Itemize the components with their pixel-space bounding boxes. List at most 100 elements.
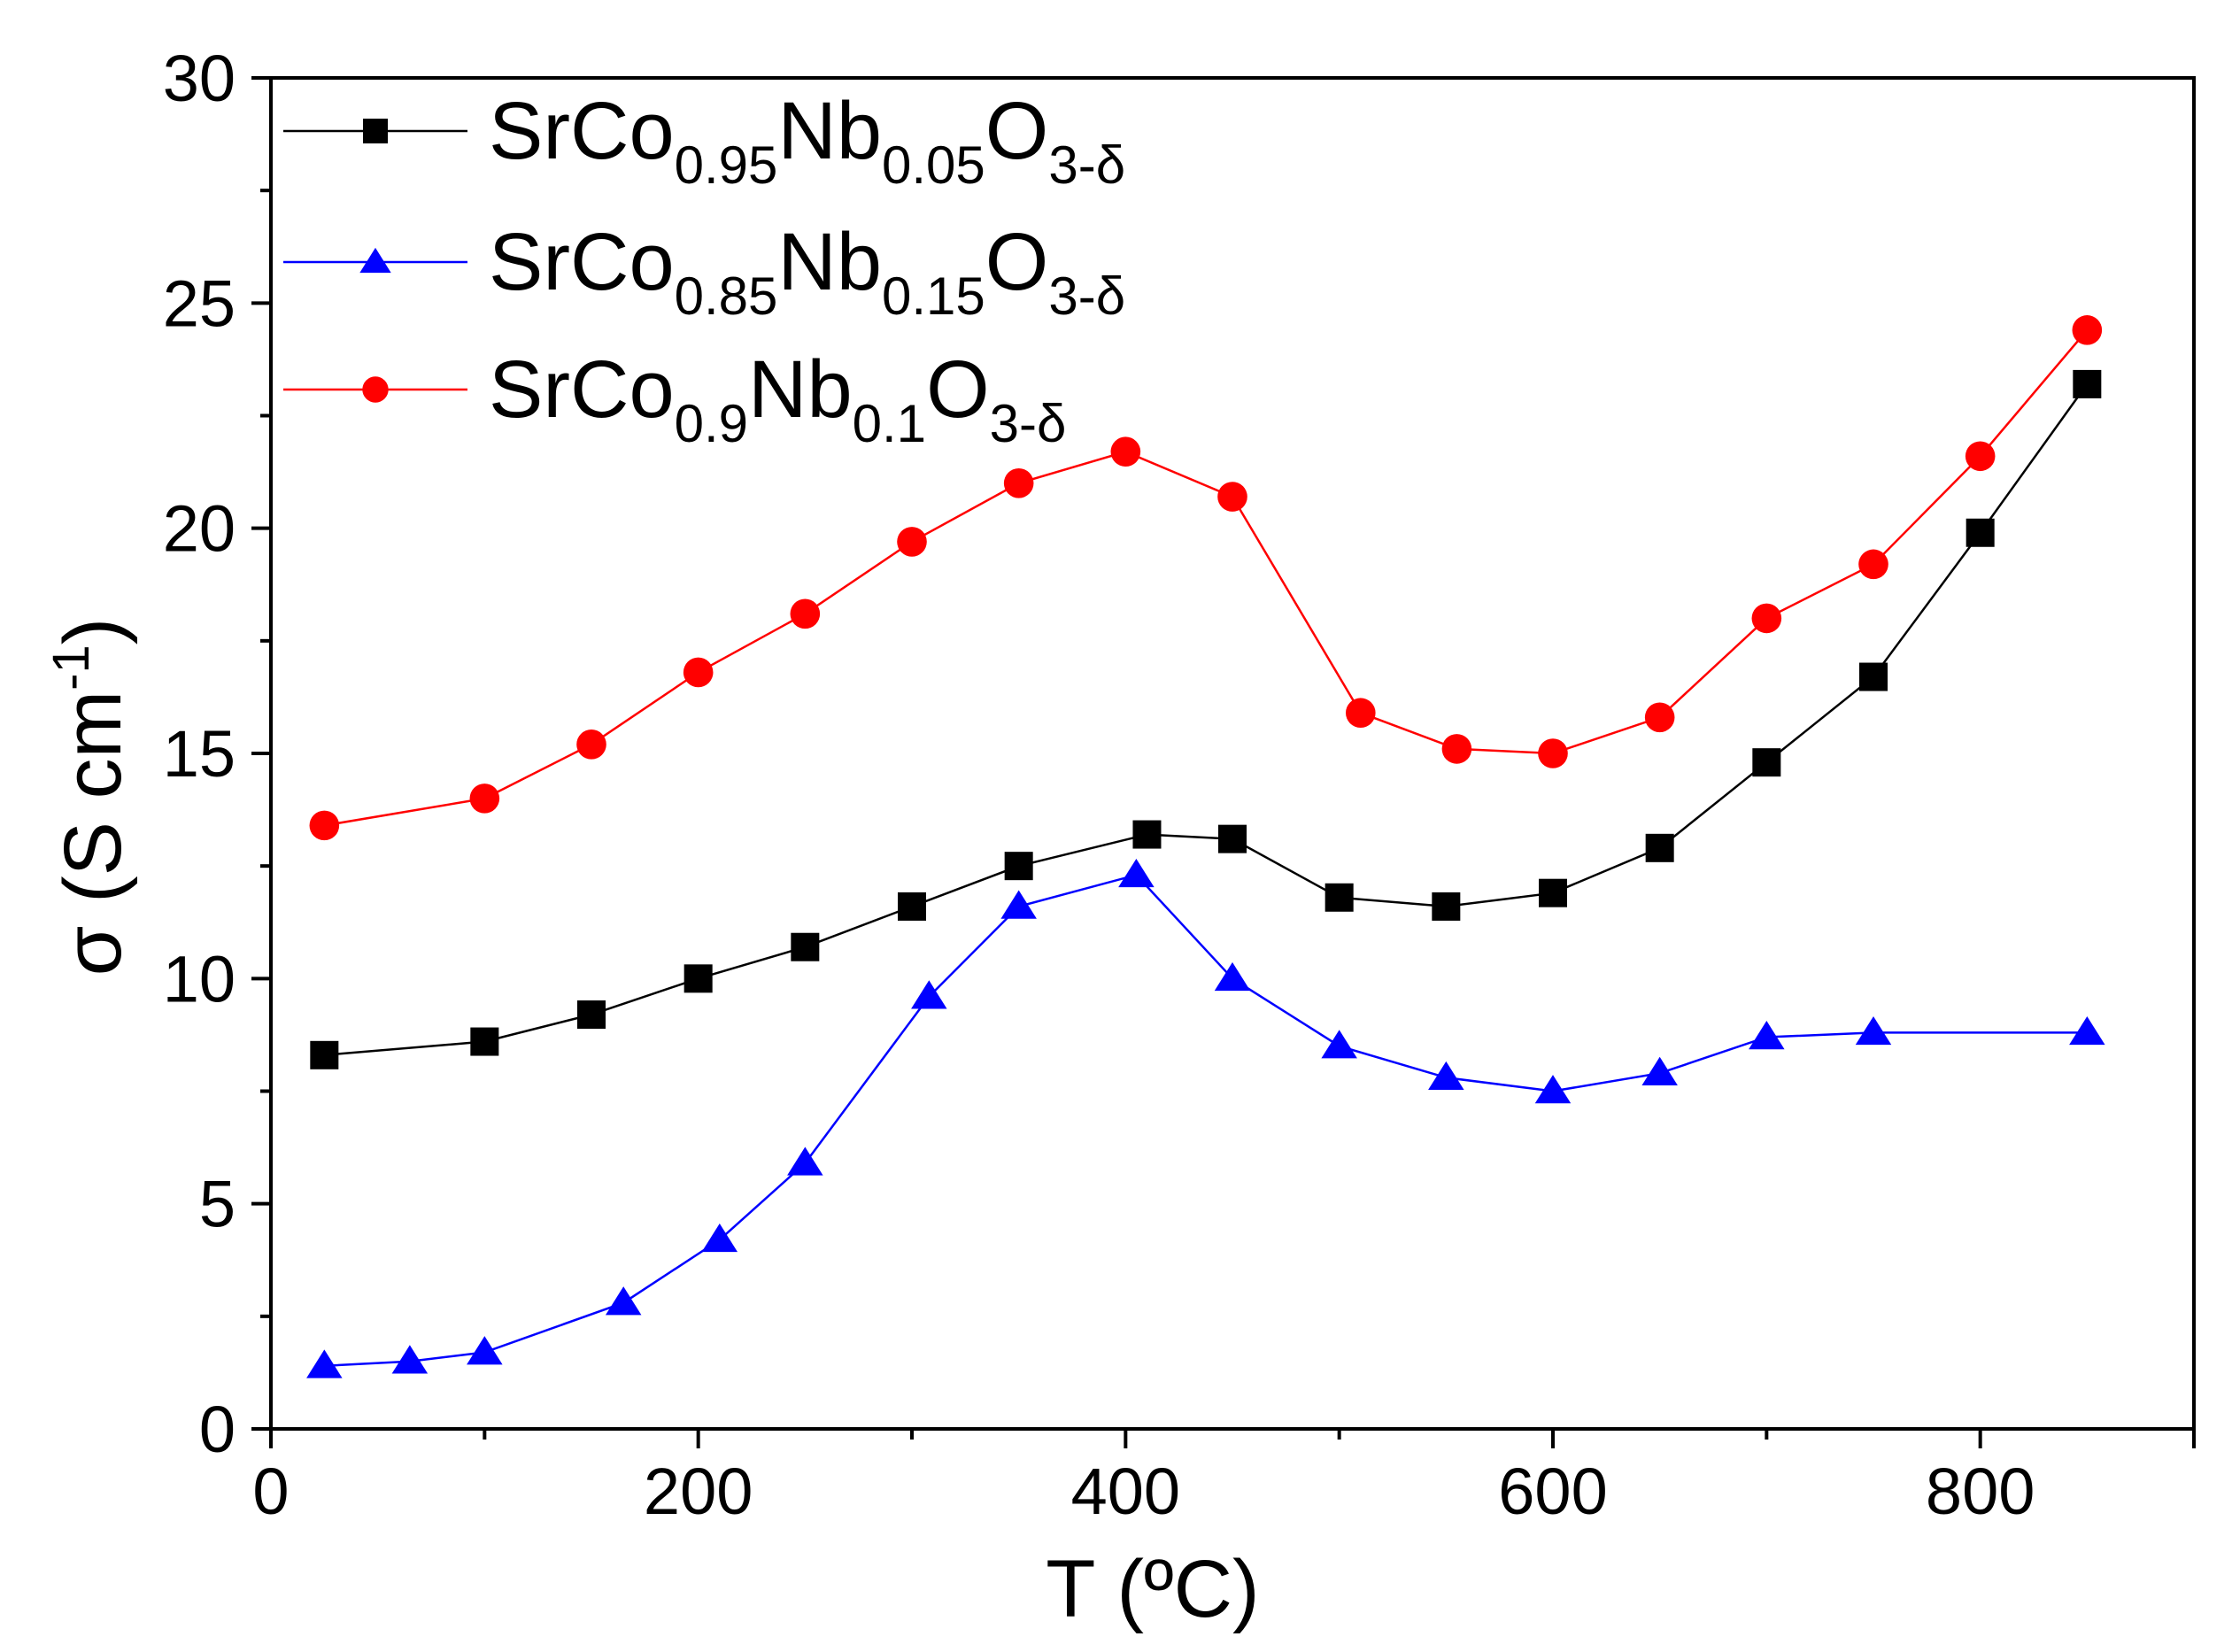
data-point [683,657,714,688]
data-point [1644,702,1675,733]
data-point [1858,549,1888,580]
data-point [1538,738,1568,768]
legend-subscript: 3-δ [1048,266,1125,326]
data-point [2072,315,2103,345]
legend-label: SrCo0.9Nb0.1O3-δ [489,344,1066,453]
y-tick-label: 0 [199,1393,236,1466]
data-point [911,980,947,1009]
data-point [309,810,340,841]
x-tick-label: 200 [644,1455,753,1528]
legend-text: SrCo [489,86,675,176]
data-point [1966,518,1995,547]
data-point [359,247,391,274]
data-point [787,1146,823,1176]
x-tick-label: 800 [1926,1455,2035,1528]
data-point [684,964,713,993]
data-point [898,892,926,921]
data-point [1441,734,1472,764]
legend-text: O [985,217,1049,307]
y-tick-label: 30 [163,42,236,115]
legend-subscript: 0.85 [675,266,778,326]
y-tick-label: 20 [163,492,236,566]
legend-text: Nb [748,344,853,435]
data-point [2069,1015,2105,1046]
data-point [306,1349,343,1378]
legend: SrCo0.95Nb0.05O3-δSrCo0.85Nb0.15O3-δSrCo… [283,86,1125,453]
legend-label: SrCo0.85Nb0.15O3-δ [489,217,1125,326]
legend-entry: SrCo0.85Nb0.15O3-δ [283,217,1125,326]
y-axis-title: σ (S cm-1) [42,618,138,977]
y-tick-label: 25 [163,266,236,340]
data-point [1641,1056,1678,1085]
x-axis-title: T (ºC) [1046,1544,1259,1634]
data-point [1965,441,1996,472]
legend-subscript: 0.15 [882,266,985,326]
y-tick-label: 10 [163,942,236,1015]
data-point [1110,436,1141,467]
data-point [1132,820,1162,849]
y-tick-label: 5 [199,1168,236,1241]
legend-text: SrCo [489,344,675,435]
legend-label: SrCo0.95Nb0.05O3-δ [489,86,1125,195]
y-tick-label: 15 [163,717,236,791]
series-square [310,369,2102,1069]
data-point [605,1286,642,1316]
data-point [1855,1015,1892,1046]
data-point [467,1336,503,1365]
legend-text: Nb [777,217,882,307]
axis-ticks: 0 200 400 600 800 0 5 10 15 20 25 30 [163,42,2196,1528]
legend-subscript: 0.1 [853,394,926,453]
legend-subscript: 0.9 [675,394,748,453]
data-point [1004,852,1033,881]
data-point [1214,961,1251,992]
data-point [1534,1075,1572,1104]
data-point [701,1223,738,1253]
legend-text: Nb [777,86,882,176]
data-point [576,730,606,760]
data-point [791,932,820,961]
data-point [897,527,927,557]
data-point [470,1027,499,1056]
y-axis-title-superscript: -1 [42,645,100,691]
y-axis-title-main: σ (S cm [48,691,138,977]
data-point [1003,468,1034,498]
data-point [1000,890,1037,919]
data-point [1751,603,1782,634]
x-tick-label: 400 [1071,1455,1180,1528]
data-point [391,1345,429,1374]
data-point [1428,1061,1464,1091]
data-point [1859,662,1888,691]
data-point [1645,833,1674,862]
plot-series [306,315,2105,1378]
x-tick-label: 0 [252,1455,289,1528]
data-point [1432,892,1461,921]
data-point [1539,878,1567,907]
data-point [363,119,388,143]
legend-text: O [926,344,990,435]
data-point [1321,1030,1357,1059]
data-point [1752,748,1781,777]
legend-text: O [985,86,1049,176]
data-point [790,598,821,629]
data-point [1346,698,1376,729]
y-axis-title-end: ) [48,618,138,645]
legend-subscript: 0.95 [675,135,778,195]
data-point [1118,858,1155,888]
data-point [469,784,500,814]
legend-subscript: 3-δ [1048,135,1125,195]
data-point [362,376,389,403]
series-circle [309,315,2103,841]
data-point [310,1040,339,1069]
data-point [1218,824,1247,853]
x-tick-label: 600 [1498,1455,1607,1528]
legend-subscript: 3-δ [990,394,1067,453]
data-point [1217,482,1247,512]
data-point [1749,1021,1785,1050]
data-point [2073,369,2102,398]
legend-subscript: 0.05 [882,135,985,195]
data-point [577,1000,606,1030]
legend-entry: SrCo0.9Nb0.1O3-δ [283,344,1066,453]
data-point [1325,883,1354,912]
